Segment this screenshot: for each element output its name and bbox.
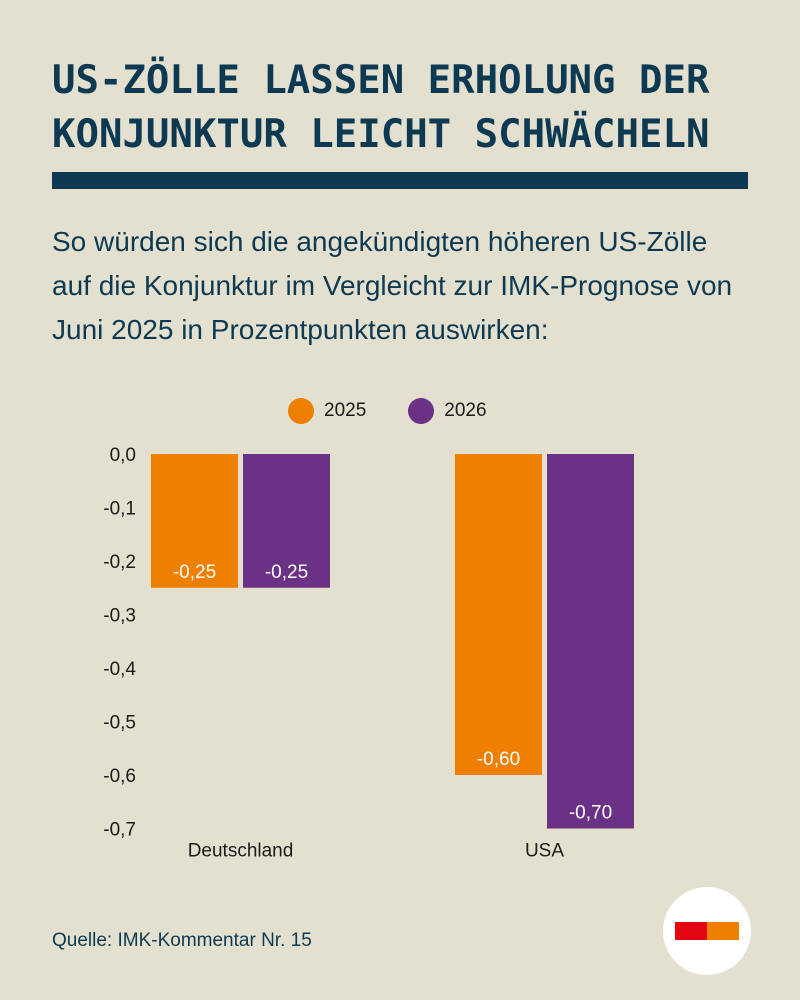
legend-label-2025: 2025: [324, 400, 367, 421]
legend-swatch-2025: [288, 398, 314, 424]
bar-usa-2025: [455, 454, 542, 775]
legend: 2025 2026: [288, 396, 529, 426]
legend-item-2026: 2026: [408, 398, 487, 424]
data-label: -0,70: [569, 803, 612, 824]
legend-item-2025: 2025: [288, 398, 366, 424]
x-category-label: Deutschland: [188, 841, 294, 862]
y-tick-label: -0,3: [103, 606, 136, 627]
chart-subtitle: So würden sich die angekündigten höheren…: [52, 226, 733, 345]
y-tick-label: 0,0: [110, 445, 136, 466]
bar-deutschland-2025: [151, 454, 238, 588]
y-tick-label: -0,6: [103, 766, 136, 787]
data-label: -0,60: [477, 749, 520, 770]
logo-red-block: [675, 922, 707, 940]
legend-swatch-2026: [408, 398, 435, 424]
bar-usa-2026: [547, 454, 634, 829]
chart-title: US-ZÖLLE LASSEN ERHOLUNG DER KONJUNKTUR …: [52, 58, 710, 157]
x-category-label: USA: [525, 841, 564, 862]
source-note: Quelle: IMK-Kommentar Nr. 15: [52, 930, 312, 951]
y-tick-label: -0,5: [103, 713, 136, 734]
bar-deutschland-2026: [243, 454, 330, 588]
data-label: -0,25: [265, 562, 308, 583]
y-tick-label: -0,2: [103, 552, 136, 573]
bar-chart: 0,0 -0,1 -0,2 -0,3 -0,4 -0,5 -0,6 -0,7 -0,25 -0,2…: [103, 445, 634, 862]
logo-orange-block: [707, 922, 739, 940]
data-label: -0,25: [173, 562, 216, 583]
y-tick-label: -0,4: [103, 659, 136, 680]
y-tick-label: -0,7: [103, 820, 136, 841]
imk-logo-icon: [663, 887, 751, 975]
title-rule: [52, 172, 748, 189]
y-tick-label: -0,1: [103, 499, 136, 520]
legend-label-2026: 2026: [444, 400, 487, 421]
